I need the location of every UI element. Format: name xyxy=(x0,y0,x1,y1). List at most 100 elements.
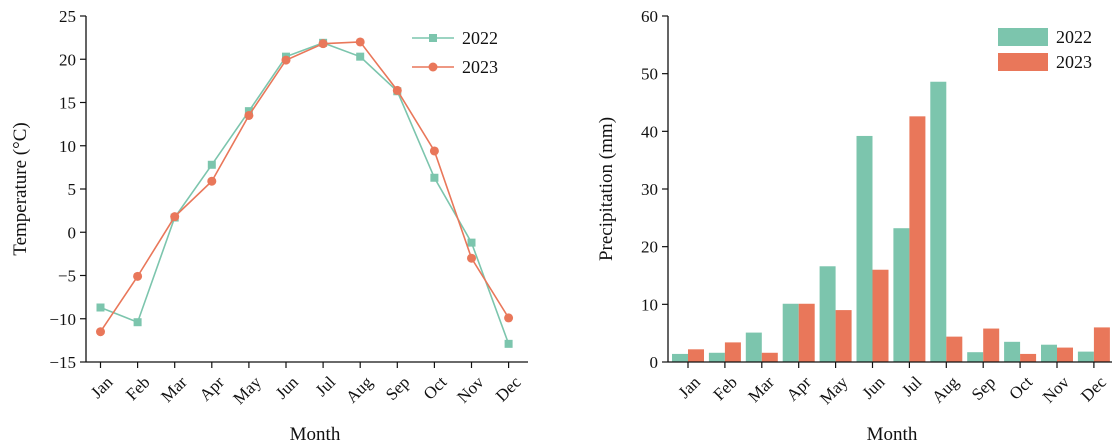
legend-marker-2022 xyxy=(429,34,437,42)
y-tick-label: 5 xyxy=(68,180,77,199)
x-tick-label: Aug xyxy=(342,372,376,406)
x-tick-label: Jul xyxy=(898,372,926,400)
x-tick-label: Jul xyxy=(312,372,340,400)
x-tick-label: Mar xyxy=(157,372,191,406)
temperature-chart: −15 −10 −5 0 5 10 15 20 25 Jan Feb Mar Apr May Jun Jul A… xyxy=(10,7,528,445)
x-tick-label: Feb xyxy=(709,373,740,404)
bar-2022 xyxy=(745,332,762,362)
y-tick-label: 0 xyxy=(68,223,77,242)
x-tick-label: Jan xyxy=(675,372,705,402)
x-tick-label: Sep xyxy=(382,373,413,404)
data-point-2023 xyxy=(281,55,291,65)
x-tick-label: Mar xyxy=(744,372,778,406)
bar-2023 xyxy=(909,116,926,362)
data-point-2023 xyxy=(392,85,402,95)
precipitation-chart: 0 10 20 30 40 50 60 Jan Feb Mar Apr May Jun Jul Aug Sep… xyxy=(596,7,1112,445)
legend-label: 2023 xyxy=(1056,52,1092,72)
data-point-2023 xyxy=(504,313,514,323)
x-tick-label: Jun xyxy=(858,372,888,402)
data-point-2022 xyxy=(207,160,216,169)
y-tick-label: 0 xyxy=(650,353,659,372)
bar-2023 xyxy=(724,342,741,362)
y-tick-label: 10 xyxy=(641,295,658,314)
bar-2022 xyxy=(1041,344,1057,362)
series-line-2023 xyxy=(99,41,510,333)
bar-2022 xyxy=(819,266,836,362)
data-point-2022 xyxy=(467,238,476,247)
y-axis-title: Precipitation (mm) xyxy=(596,117,617,261)
y-tick-label: −10 xyxy=(49,310,76,329)
bar-2023 xyxy=(872,269,889,362)
data-point-2023 xyxy=(467,253,476,263)
y-tick-label: 15 xyxy=(59,94,76,113)
data-point-2022 xyxy=(356,52,365,61)
bar-2023 xyxy=(1093,327,1110,362)
x-tick-label: Oct xyxy=(420,372,451,403)
legend-label: 2022 xyxy=(1056,27,1092,47)
bar-2023 xyxy=(1020,353,1037,362)
y-tick-label: 60 xyxy=(641,7,658,26)
bar-2023 xyxy=(983,328,1000,362)
bar-2022 xyxy=(930,81,947,363)
bar-2023 xyxy=(835,310,852,362)
data-point-2022 xyxy=(133,318,142,327)
bar-2023 xyxy=(798,303,815,362)
data-point-2023 xyxy=(133,271,143,281)
bar-2022 xyxy=(782,303,799,362)
bar-2023 xyxy=(761,352,778,362)
bar-2023 xyxy=(688,349,704,362)
data-point-2023 xyxy=(244,110,254,120)
bar-2022 xyxy=(893,228,910,362)
bar-2023 xyxy=(1057,347,1073,362)
bar-2022 xyxy=(1004,341,1021,362)
legend-label: 2023 xyxy=(462,57,498,77)
x-tick-label: Feb xyxy=(122,373,153,404)
x-axis-title: Month xyxy=(290,424,341,445)
y-tick-label: 20 xyxy=(641,238,658,257)
y-tick-label: 25 xyxy=(59,7,76,26)
data-point-2023 xyxy=(429,146,439,156)
data-point-2022 xyxy=(504,339,513,348)
y-tick-label: 50 xyxy=(641,65,658,84)
x-tick-label: Dec xyxy=(492,372,525,405)
x-tick-label: Jun xyxy=(272,372,302,402)
x-tick-label: Sep xyxy=(968,373,999,404)
y-tick-label: 20 xyxy=(59,50,76,69)
x-tick-label: Apr xyxy=(196,372,228,404)
data-point-2023 xyxy=(355,37,365,47)
x-tick-label: May xyxy=(229,372,265,408)
data-point-2023 xyxy=(318,39,328,49)
x-axis-title: Month xyxy=(867,424,918,445)
x-tick-label: May xyxy=(816,372,852,408)
data-point-2023 xyxy=(207,176,217,186)
bar-2022 xyxy=(967,352,984,362)
x-tick-label: Nov xyxy=(1039,372,1073,406)
x-tick-label: Oct xyxy=(1005,372,1036,403)
y-tick-label: 10 xyxy=(59,137,76,156)
y-axis-title: Temperature (°C) xyxy=(10,122,31,255)
series-line-2022 xyxy=(100,41,510,345)
y-tick-label: −15 xyxy=(49,353,76,372)
bar-2022 xyxy=(708,352,725,362)
bar-2022 xyxy=(672,353,688,362)
y-tick-label: −5 xyxy=(58,267,76,286)
x-tick-label: Aug xyxy=(928,372,962,406)
data-point-2022 xyxy=(430,173,439,182)
x-tick-label: Apr xyxy=(783,372,815,404)
bar-2023 xyxy=(946,336,963,362)
x-tick-label: Jan xyxy=(87,372,117,402)
bar-2022 xyxy=(1077,351,1094,362)
legend-swatch-2023 xyxy=(998,53,1048,71)
x-tick-label: Nov xyxy=(453,372,487,406)
x-tick-label: Dec xyxy=(1077,372,1110,405)
legend-swatch-2022 xyxy=(998,28,1048,46)
legend-label: 2022 xyxy=(462,28,498,48)
data-point-2022 xyxy=(96,303,105,312)
legend-marker-2023 xyxy=(428,62,438,72)
y-tick-label: 30 xyxy=(641,180,658,199)
data-point-2023 xyxy=(96,327,105,337)
y-tick-label: 40 xyxy=(641,122,658,141)
bar-2022 xyxy=(856,135,873,362)
